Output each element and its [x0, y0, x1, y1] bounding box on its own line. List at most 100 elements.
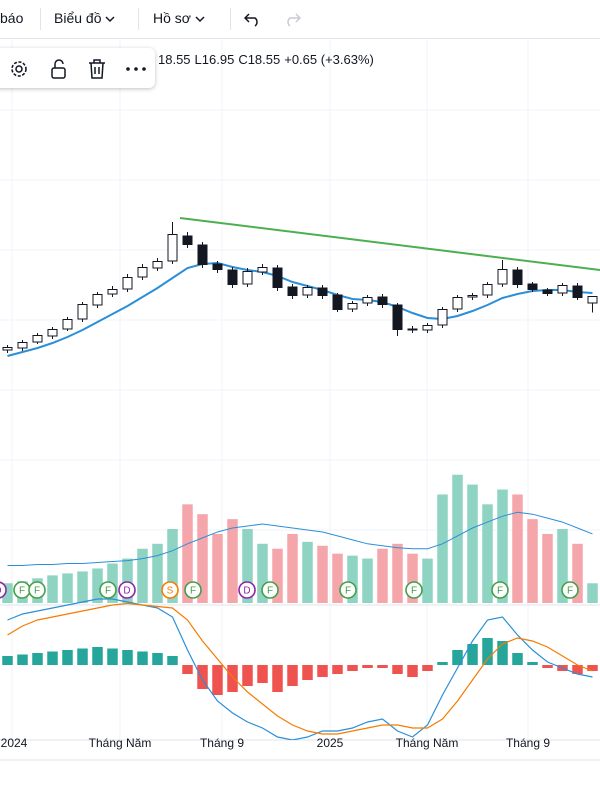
candle-body	[242, 271, 253, 285]
legend-value: 18.55	[158, 52, 191, 67]
delete-button[interactable]	[86, 58, 108, 80]
event-badge	[118, 581, 136, 599]
macd-histogram-bar	[92, 647, 103, 665]
volume-bar	[182, 504, 193, 603]
chevron	[105, 16, 115, 23]
settings-button[interactable]	[8, 58, 30, 80]
volume-bar	[137, 548, 148, 603]
volume-bar	[347, 555, 358, 603]
candle-body	[572, 285, 583, 298]
volume-bar	[227, 519, 238, 603]
volume-bar	[2, 583, 13, 603]
more-button[interactable]	[124, 58, 148, 80]
event-label: F	[267, 586, 273, 597]
macd-histogram-bar	[317, 665, 328, 677]
volume-bar	[452, 474, 463, 603]
event-badge	[339, 581, 357, 599]
macd-histogram-bar	[452, 650, 463, 665]
volume-bar	[122, 558, 133, 603]
event-badge	[99, 581, 117, 599]
candle-body	[227, 269, 238, 285]
volume-bar	[482, 504, 493, 603]
macd-histogram-bar	[437, 662, 448, 665]
undo-button[interactable]	[244, 11, 262, 27]
plot: DFFFDSFDFFFFF	[0, 217, 600, 740]
candle-body	[17, 342, 28, 349]
macd-histogram-bar	[482, 638, 493, 665]
macd-histogram-bar	[287, 665, 298, 686]
candle-body	[467, 295, 478, 298]
macd-histogram-bar	[152, 653, 163, 665]
macd-histogram-bar	[377, 665, 388, 668]
x-tick-label: Tháng 9	[200, 736, 244, 750]
macd-histogram-bar	[347, 665, 358, 671]
chevron	[195, 16, 205, 23]
macd-histogram-bar	[422, 665, 433, 671]
macd-histogram-bar	[512, 653, 523, 665]
menu-item[interactable]: báo	[0, 10, 24, 26]
volume-bar	[272, 548, 283, 603]
macd-histogram-bar	[32, 653, 43, 665]
volume-bar	[497, 489, 508, 603]
x-tick-label: Tháng Năm	[396, 736, 459, 750]
macd-histogram-bar	[572, 665, 583, 674]
macd-histogram-bar	[182, 665, 193, 674]
menu-item[interactable]: Biểu đồ	[54, 10, 115, 26]
drawing-toolbar	[0, 48, 155, 88]
separator	[40, 8, 41, 30]
candle-body	[77, 304, 88, 320]
candle-body	[2, 347, 13, 351]
volume-bar	[317, 545, 328, 603]
menu-label: Hồ sơ	[153, 10, 191, 26]
candle-body	[167, 234, 178, 262]
macd-histogram-bar	[407, 665, 418, 677]
candle-body	[497, 269, 508, 285]
volume-bar	[62, 573, 73, 603]
moving-average-line	[7, 261, 593, 357]
candle-body	[347, 303, 358, 310]
signal-line	[7, 602, 593, 735]
event-label: F	[345, 586, 351, 597]
macd-histogram-bar	[362, 665, 373, 668]
macd-histogram-bar	[242, 665, 253, 686]
legend-change: +0.65 (+3.63%)	[284, 52, 374, 67]
candle-body	[212, 263, 223, 270]
candle-body	[62, 319, 73, 330]
volume-bar	[302, 541, 313, 603]
macd-histogram-bar	[137, 651, 148, 665]
candle-body	[392, 304, 403, 330]
candle-body	[437, 309, 448, 326]
volume-bar	[572, 543, 583, 603]
menu-item[interactable]: Hồ sơ	[153, 10, 205, 26]
volume-bar	[197, 514, 208, 603]
volume-bar	[77, 571, 88, 603]
redo-button[interactable]	[283, 11, 301, 27]
candle-body	[362, 297, 373, 304]
macd-histogram-bar	[212, 665, 223, 695]
candle-body	[287, 286, 298, 296]
grid	[0, 40, 600, 740]
lock-button[interactable]	[48, 58, 70, 80]
event-label: F	[567, 586, 573, 597]
macd-histogram-bar	[2, 656, 13, 665]
event-badge	[0, 581, 7, 599]
event-badge	[405, 581, 423, 599]
candle-body	[302, 287, 313, 296]
candle-body	[47, 329, 58, 337]
volume-ma-line	[7, 511, 593, 567]
menu-label: Biểu đồ	[54, 10, 102, 26]
macd-histogram-bar	[167, 656, 178, 665]
macd-histogram-bar	[527, 662, 538, 665]
volume-bar	[422, 558, 433, 603]
x-tick-label: 2025	[317, 736, 344, 750]
event-label: S	[167, 586, 174, 597]
candle-body	[452, 297, 463, 310]
volume-bar	[167, 529, 178, 603]
volume-bar	[527, 519, 538, 603]
volume-bar	[362, 558, 373, 603]
candle-body	[317, 287, 328, 296]
event-badge	[28, 581, 46, 599]
candle-body	[542, 289, 553, 294]
